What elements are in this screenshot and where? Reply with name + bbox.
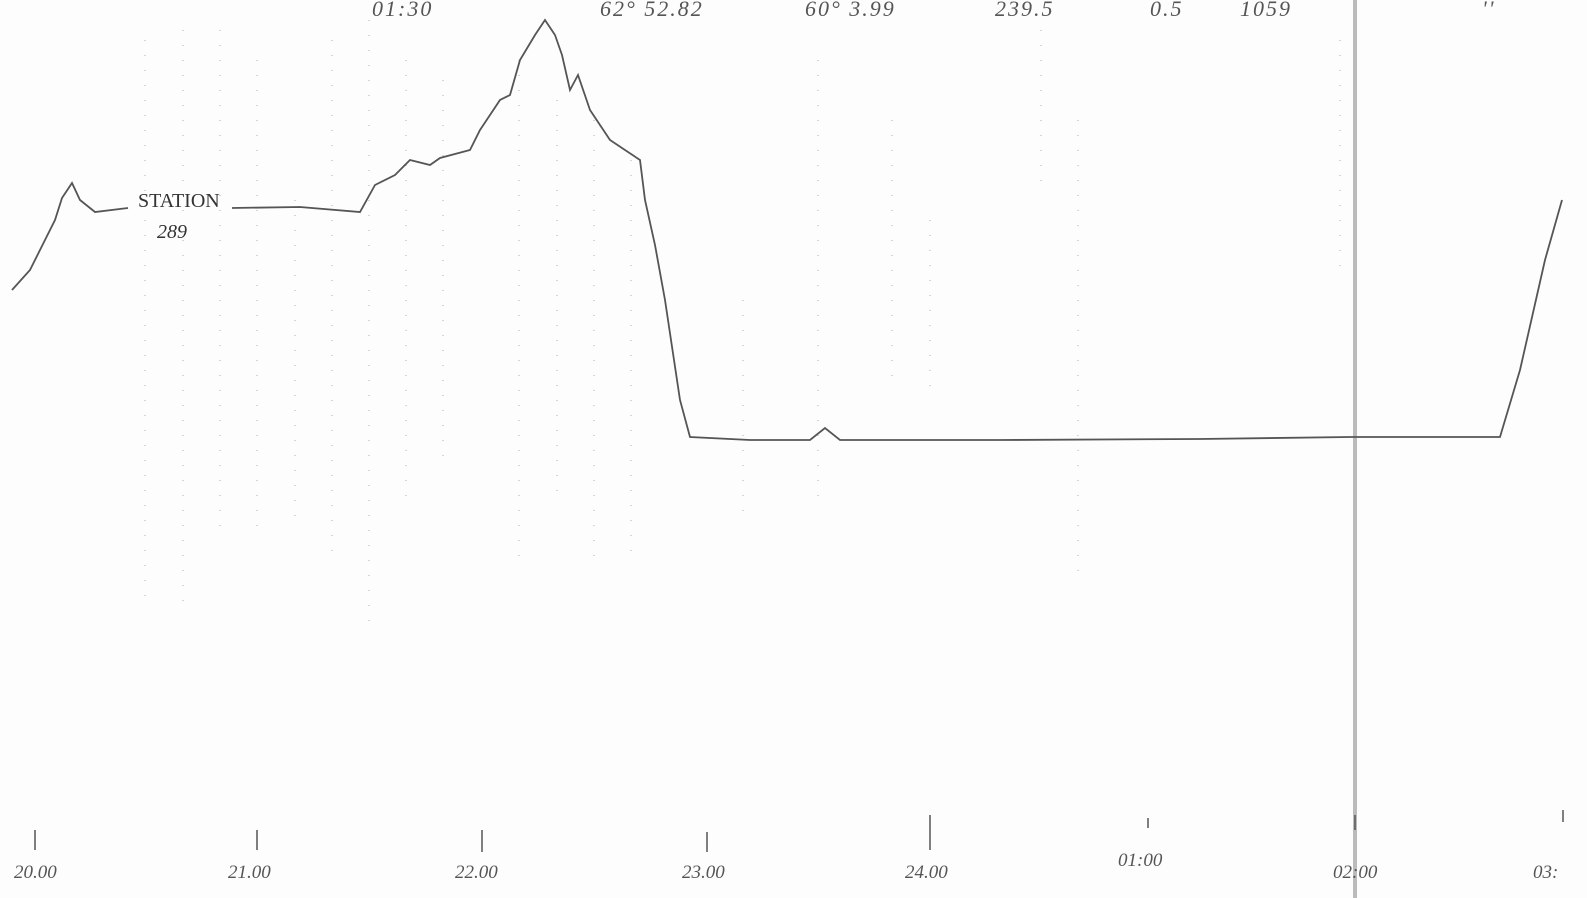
time-label: 01:00: [1118, 850, 1163, 871]
header-depth: 239.5: [995, 0, 1055, 21]
time-label: 23.00: [682, 862, 725, 883]
header-count: 1059: [1240, 0, 1292, 21]
dotted-grid: [144, 20, 1341, 630]
time-label: 21.00: [228, 862, 271, 883]
time-label: 03:: [1533, 862, 1558, 883]
station-number: 289: [157, 221, 187, 243]
header-time: 01:30: [372, 0, 433, 21]
station-label: STATION: [138, 190, 220, 212]
time-label: 20.00: [14, 862, 57, 883]
time-label: 24.00: [905, 862, 948, 883]
depth-trace: [11, 18, 1563, 441]
header-latitude: 62° 52.82: [600, 0, 704, 21]
time-marks: [34, 810, 1564, 852]
header-speed: 0.5: [1150, 0, 1184, 21]
time-label: 02:00: [1333, 862, 1378, 883]
header-longitude: 60° 3.99: [805, 0, 896, 21]
time-label: 22.00: [455, 862, 498, 883]
header-mark: '': [1482, 0, 1495, 21]
